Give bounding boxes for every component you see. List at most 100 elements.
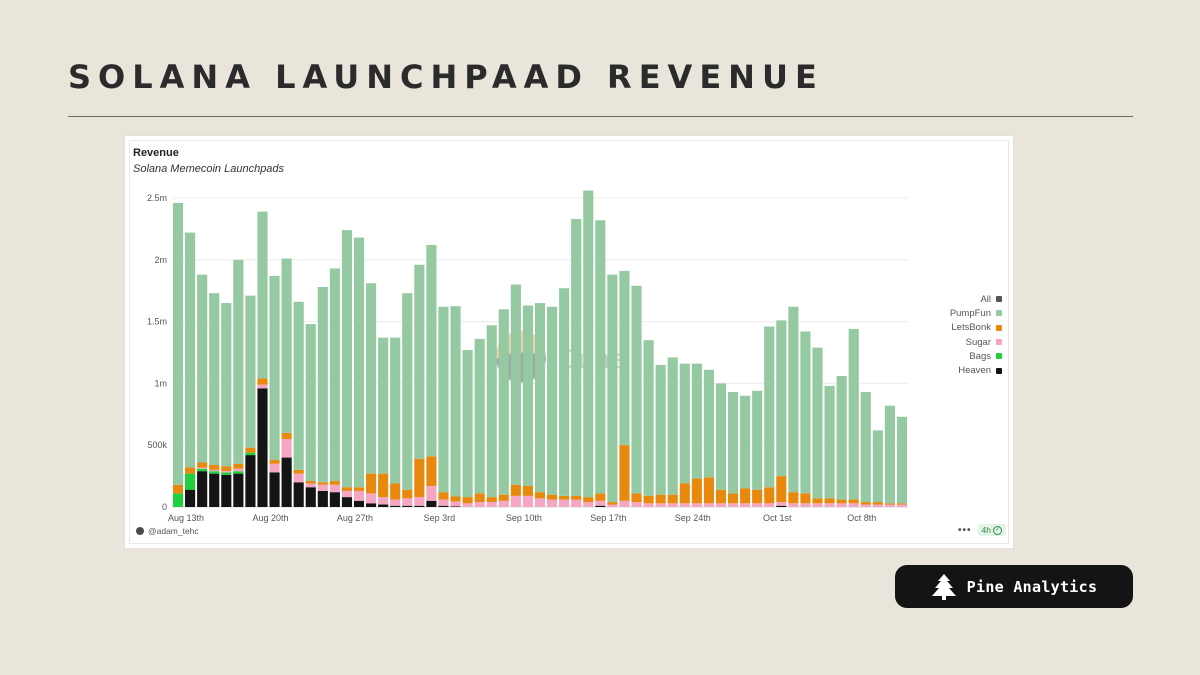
bar-segment-letsbonk bbox=[534, 492, 546, 499]
bar-segment-heaven bbox=[353, 500, 365, 507]
more-options-icon[interactable]: ••• bbox=[958, 524, 972, 536]
legend-label: PumpFun bbox=[949, 307, 991, 319]
bar-segment-letsbonk bbox=[293, 469, 304, 474]
legend-swatch bbox=[996, 353, 1002, 360]
bar-segment-sugar bbox=[462, 503, 473, 507]
bar-segment-sugar bbox=[426, 485, 437, 501]
bar-segment-pumpfun bbox=[631, 285, 642, 494]
bar-segment-sugar bbox=[353, 490, 365, 501]
bar-segment-heaven bbox=[197, 471, 208, 507]
bar-segment-sugar bbox=[534, 498, 546, 507]
bar-segment-sugar bbox=[643, 503, 654, 507]
bar-segment-letsbonk bbox=[643, 495, 654, 504]
brand-label: Pine Analytics bbox=[966, 577, 1098, 596]
bar-segment-letsbonk bbox=[257, 378, 268, 385]
y-tick-label: 2m bbox=[154, 255, 167, 265]
bar-segment-letsbonk bbox=[703, 477, 714, 504]
bar-segment-pumpfun bbox=[534, 303, 546, 493]
legend-item-pumpfun[interactable]: PumpFun bbox=[930, 306, 1002, 320]
bar-segment-letsbonk bbox=[209, 464, 220, 470]
pine-analytics-badge[interactable]: Pine Analytics bbox=[895, 565, 1133, 608]
legend-label: Heaven bbox=[958, 365, 991, 377]
bar-segment-letsbonk bbox=[812, 498, 823, 504]
bar-segment-sugar bbox=[655, 503, 666, 507]
legend-label: LetsBonk bbox=[951, 322, 991, 334]
bar-segment-letsbonk bbox=[631, 493, 642, 503]
bar-segment-bags bbox=[221, 472, 232, 475]
bar-segment-bags bbox=[233, 471, 244, 474]
bar-segment-sugar bbox=[740, 503, 751, 507]
bar-segment-letsbonk bbox=[836, 499, 847, 504]
legend-item-all[interactable]: All bbox=[930, 292, 1002, 306]
bar-segment-pumpfun bbox=[390, 337, 401, 484]
bar-segment-letsbonk bbox=[571, 495, 582, 500]
bar-segment-heaven bbox=[269, 472, 280, 507]
bar-segment-sugar bbox=[788, 503, 799, 507]
footer-user[interactable]: @adam_tehc bbox=[136, 526, 199, 536]
bar-segment-sugar bbox=[486, 502, 497, 507]
bar-segment-bags bbox=[209, 471, 220, 474]
refresh-badge[interactable]: 4h ✓ bbox=[977, 524, 1006, 536]
bar-segment-heaven bbox=[402, 505, 413, 507]
x-tick-label: Sep 24th bbox=[675, 513, 711, 523]
bar-segment-sugar bbox=[305, 483, 316, 488]
bar-segment-letsbonk bbox=[715, 489, 727, 504]
bar-segment-pumpfun bbox=[450, 306, 461, 497]
bar-segment-sugar bbox=[607, 504, 618, 507]
bar-segment-letsbonk bbox=[824, 498, 835, 504]
bar-segment-letsbonk bbox=[402, 489, 413, 499]
bar-segment-heaven bbox=[438, 505, 449, 507]
bar-segment-pumpfun bbox=[510, 284, 521, 485]
chart-footer-actions: ••• 4h ✓ bbox=[958, 524, 1006, 536]
bar-segment-pumpfun bbox=[498, 309, 509, 495]
x-tick-label: Oct 1st bbox=[763, 513, 792, 523]
bar-segment-sugar bbox=[764, 503, 775, 507]
title-divider bbox=[68, 116, 1133, 117]
bar-segment-pumpfun bbox=[619, 270, 630, 446]
bar-segment-sugar bbox=[884, 504, 895, 507]
bar-segment-letsbonk bbox=[848, 499, 859, 504]
x-tick-label: Aug 13th bbox=[168, 513, 204, 523]
bar-segment-pumpfun bbox=[172, 202, 184, 485]
bar-segment-bags bbox=[172, 493, 184, 507]
bar-segment-sugar bbox=[619, 500, 630, 507]
bar-segment-sugar bbox=[848, 503, 859, 507]
bar-segment-sugar bbox=[860, 504, 871, 507]
bar-segment-pumpfun bbox=[752, 390, 763, 490]
bar-segment-pumpfun bbox=[896, 416, 908, 504]
x-tick-label: Oct 8th bbox=[847, 513, 876, 523]
bar-segment-sugar bbox=[583, 502, 594, 507]
bar-segment-sugar bbox=[293, 473, 304, 483]
bar-segment-pumpfun bbox=[571, 219, 582, 496]
pine-tree-icon bbox=[931, 573, 956, 600]
bar-segment-sugar bbox=[752, 503, 763, 507]
bar-segment-letsbonk bbox=[559, 495, 570, 500]
legend-item-letsbonk[interactable]: LetsBonk bbox=[930, 321, 1002, 335]
bar-segment-pumpfun bbox=[703, 369, 714, 478]
bar-segment-letsbonk bbox=[860, 502, 871, 505]
bar-segment-pumpfun bbox=[233, 259, 244, 464]
bar-segment-pumpfun bbox=[462, 350, 473, 498]
bar-segment-pumpfun bbox=[257, 211, 268, 379]
bar-segment-letsbonk bbox=[546, 494, 558, 500]
bar-segment-pumpfun bbox=[474, 338, 485, 494]
legend-item-bags[interactable]: Bags bbox=[930, 349, 1002, 363]
bar-segment-letsbonk bbox=[872, 502, 883, 505]
bar-segment-heaven bbox=[185, 489, 196, 507]
bar-segment-letsbonk bbox=[245, 447, 256, 453]
legend-item-heaven[interactable]: Heaven bbox=[930, 363, 1002, 377]
bar-segment-heaven bbox=[281, 457, 292, 507]
bar-segment-letsbonk bbox=[884, 503, 895, 505]
bar-segment-sugar bbox=[329, 484, 340, 493]
bar-segment-pumpfun bbox=[185, 232, 196, 468]
bar-segment-heaven bbox=[257, 388, 268, 507]
y-tick-label: 500k bbox=[147, 440, 167, 450]
legend-item-sugar[interactable]: Sugar bbox=[930, 335, 1002, 349]
legend-swatch bbox=[996, 310, 1002, 317]
bar-segment-sugar bbox=[197, 467, 208, 469]
bar-segment-letsbonk bbox=[317, 482, 328, 485]
bar-segment-letsbonk bbox=[619, 445, 630, 501]
bar-segment-pumpfun bbox=[583, 190, 594, 498]
legend-label: All bbox=[980, 293, 991, 305]
